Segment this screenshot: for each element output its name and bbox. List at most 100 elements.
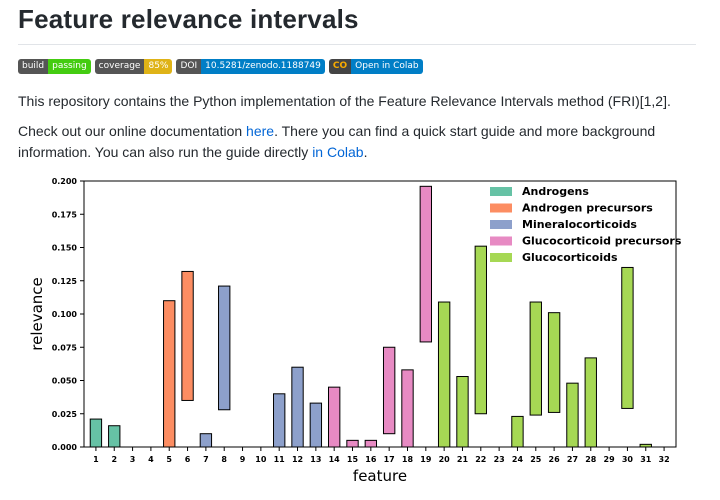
interval-bar (108, 425, 121, 448)
interval-bar (511, 415, 524, 448)
x-tick-label: 32 (659, 455, 670, 464)
x-tick-label: 31 (640, 455, 652, 464)
interval-bar (218, 285, 231, 411)
x-tick-label: 25 (530, 455, 542, 464)
x-tick-label: 24 (512, 455, 524, 464)
badge-value: passing (48, 59, 91, 74)
docs-text-2: . There you can find a quick start guide… (18, 123, 656, 160)
legend-label: Mineralocorticoids (522, 218, 637, 231)
x-tick-label: 12 (292, 455, 303, 464)
y-tick-label: 0.175 (52, 210, 78, 219)
x-tick-label: 30 (622, 455, 634, 464)
legend-swatch (490, 220, 512, 229)
y-axis-label: relevance (28, 277, 46, 351)
x-tick-label: 23 (494, 455, 505, 464)
interval-bar (309, 402, 323, 448)
x-tick-label: 19 (420, 455, 432, 464)
x-tick-label: 8 (221, 455, 227, 464)
badge-label: build (18, 59, 49, 74)
legend-swatch (490, 253, 512, 262)
title-divider (18, 44, 696, 45)
x-tick-label: 16 (365, 455, 377, 464)
interval-bar (419, 185, 433, 343)
x-tick-label: 29 (604, 455, 616, 464)
interval-bar (382, 346, 396, 435)
y-tick-label: 0.025 (52, 410, 78, 419)
x-tick-label: 9 (240, 455, 246, 464)
legend-label: Androgens (522, 185, 589, 198)
x-tick-label: 4 (148, 455, 154, 464)
docs-text-3: . (363, 144, 368, 160)
colab-badge[interactable]: CO Open in Colab (328, 59, 423, 74)
colab-icon: CO (328, 59, 352, 74)
x-tick-label: 26 (549, 455, 561, 464)
x-tick-label: 11 (274, 455, 286, 464)
interval-bar (163, 300, 176, 448)
y-tick-label: 0.125 (52, 277, 78, 286)
interval-bar (529, 301, 542, 416)
x-tick-label: 20 (439, 455, 451, 464)
interval-bar (327, 386, 341, 448)
interval-bar (584, 357, 597, 448)
legend-swatch (490, 203, 512, 213)
interval-bar (199, 433, 213, 448)
x-tick-label: 6 (185, 455, 191, 464)
y-tick-label: 0.100 (52, 310, 78, 319)
legend-label: Glucocorticoid precursors (522, 235, 682, 248)
x-tick-label: 18 (402, 455, 414, 464)
y-tick-label: 0.050 (52, 377, 78, 386)
badge-value: 85% (144, 59, 173, 74)
badge-value: Open in Colab (351, 59, 423, 74)
x-tick-label: 15 (347, 455, 359, 464)
intro-paragraph: This repository contains the Python impl… (18, 93, 671, 109)
x-tick-label: 22 (475, 455, 486, 464)
interval-bar (621, 266, 634, 409)
y-tick-label: 0.075 (52, 343, 78, 352)
x-tick-label: 17 (384, 455, 395, 464)
relevance-chart: 0.000 0.025 0.050 0.075 0.100 0.125 0.150 0.175… (28, 177, 682, 485)
legend-label: Glucocorticoids (522, 251, 618, 264)
y-tick-label: 0.150 (52, 244, 78, 253)
build-badge[interactable]: build passing (18, 59, 91, 74)
x-tick-label: 1 (93, 455, 99, 464)
interval-bar (346, 439, 359, 448)
y-tick-label: 0.200 (52, 177, 78, 186)
interval-bar (89, 418, 103, 448)
docs-link[interactable]: here (246, 123, 275, 139)
x-tick-label: 2 (111, 455, 117, 464)
doi-badge[interactable]: DOI 10.5281/zenodo.1188749 (176, 59, 325, 74)
x-tick-label: 27 (567, 455, 578, 464)
interval-bar (437, 301, 451, 448)
x-tick-label: 10 (255, 455, 267, 464)
legend-label: Androgen precursors (522, 202, 653, 215)
badge-value: 10.5281/zenodo.1188749 (201, 59, 325, 74)
page-title: Feature relevance intervals (18, 4, 359, 34)
docs-paragraph: Check out our online documentation here.… (18, 121, 698, 163)
legend-swatch (490, 187, 512, 196)
interval-bar (566, 382, 579, 448)
x-tick-label: 14 (329, 455, 341, 464)
interval-bar (291, 366, 304, 448)
interval-bar (456, 376, 469, 448)
badge-label: DOI (176, 59, 202, 74)
docs-text-1: Check out our online documentation (18, 123, 247, 139)
interval-bar (273, 393, 286, 448)
x-tick-label: 5 (166, 455, 172, 464)
x-tick-label: 7 (203, 455, 209, 464)
interval-bar (181, 270, 194, 401)
x-tick-label: 13 (310, 455, 321, 464)
legend-swatch (490, 236, 512, 246)
x-axis-label: feature (353, 467, 407, 485)
x-tick-label: 3 (130, 455, 136, 464)
x-tick-label: 28 (585, 455, 597, 464)
interval-bar (474, 245, 487, 415)
badge-row: build passing coverage 85% DOI 10.5281/z… (18, 59, 423, 74)
interval-bar (364, 439, 378, 448)
interval-bar (547, 312, 561, 413)
coverage-badge[interactable]: coverage 85% (94, 59, 173, 74)
colab-link[interactable]: in Colab (312, 144, 364, 160)
interval-bar (401, 369, 414, 448)
badge-label: coverage (94, 59, 145, 74)
x-tick-label: 21 (457, 455, 469, 464)
y-tick-label: 0.000 (52, 443, 78, 452)
